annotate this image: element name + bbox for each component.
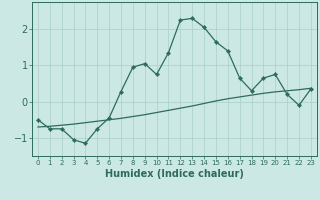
- X-axis label: Humidex (Indice chaleur): Humidex (Indice chaleur): [105, 169, 244, 179]
